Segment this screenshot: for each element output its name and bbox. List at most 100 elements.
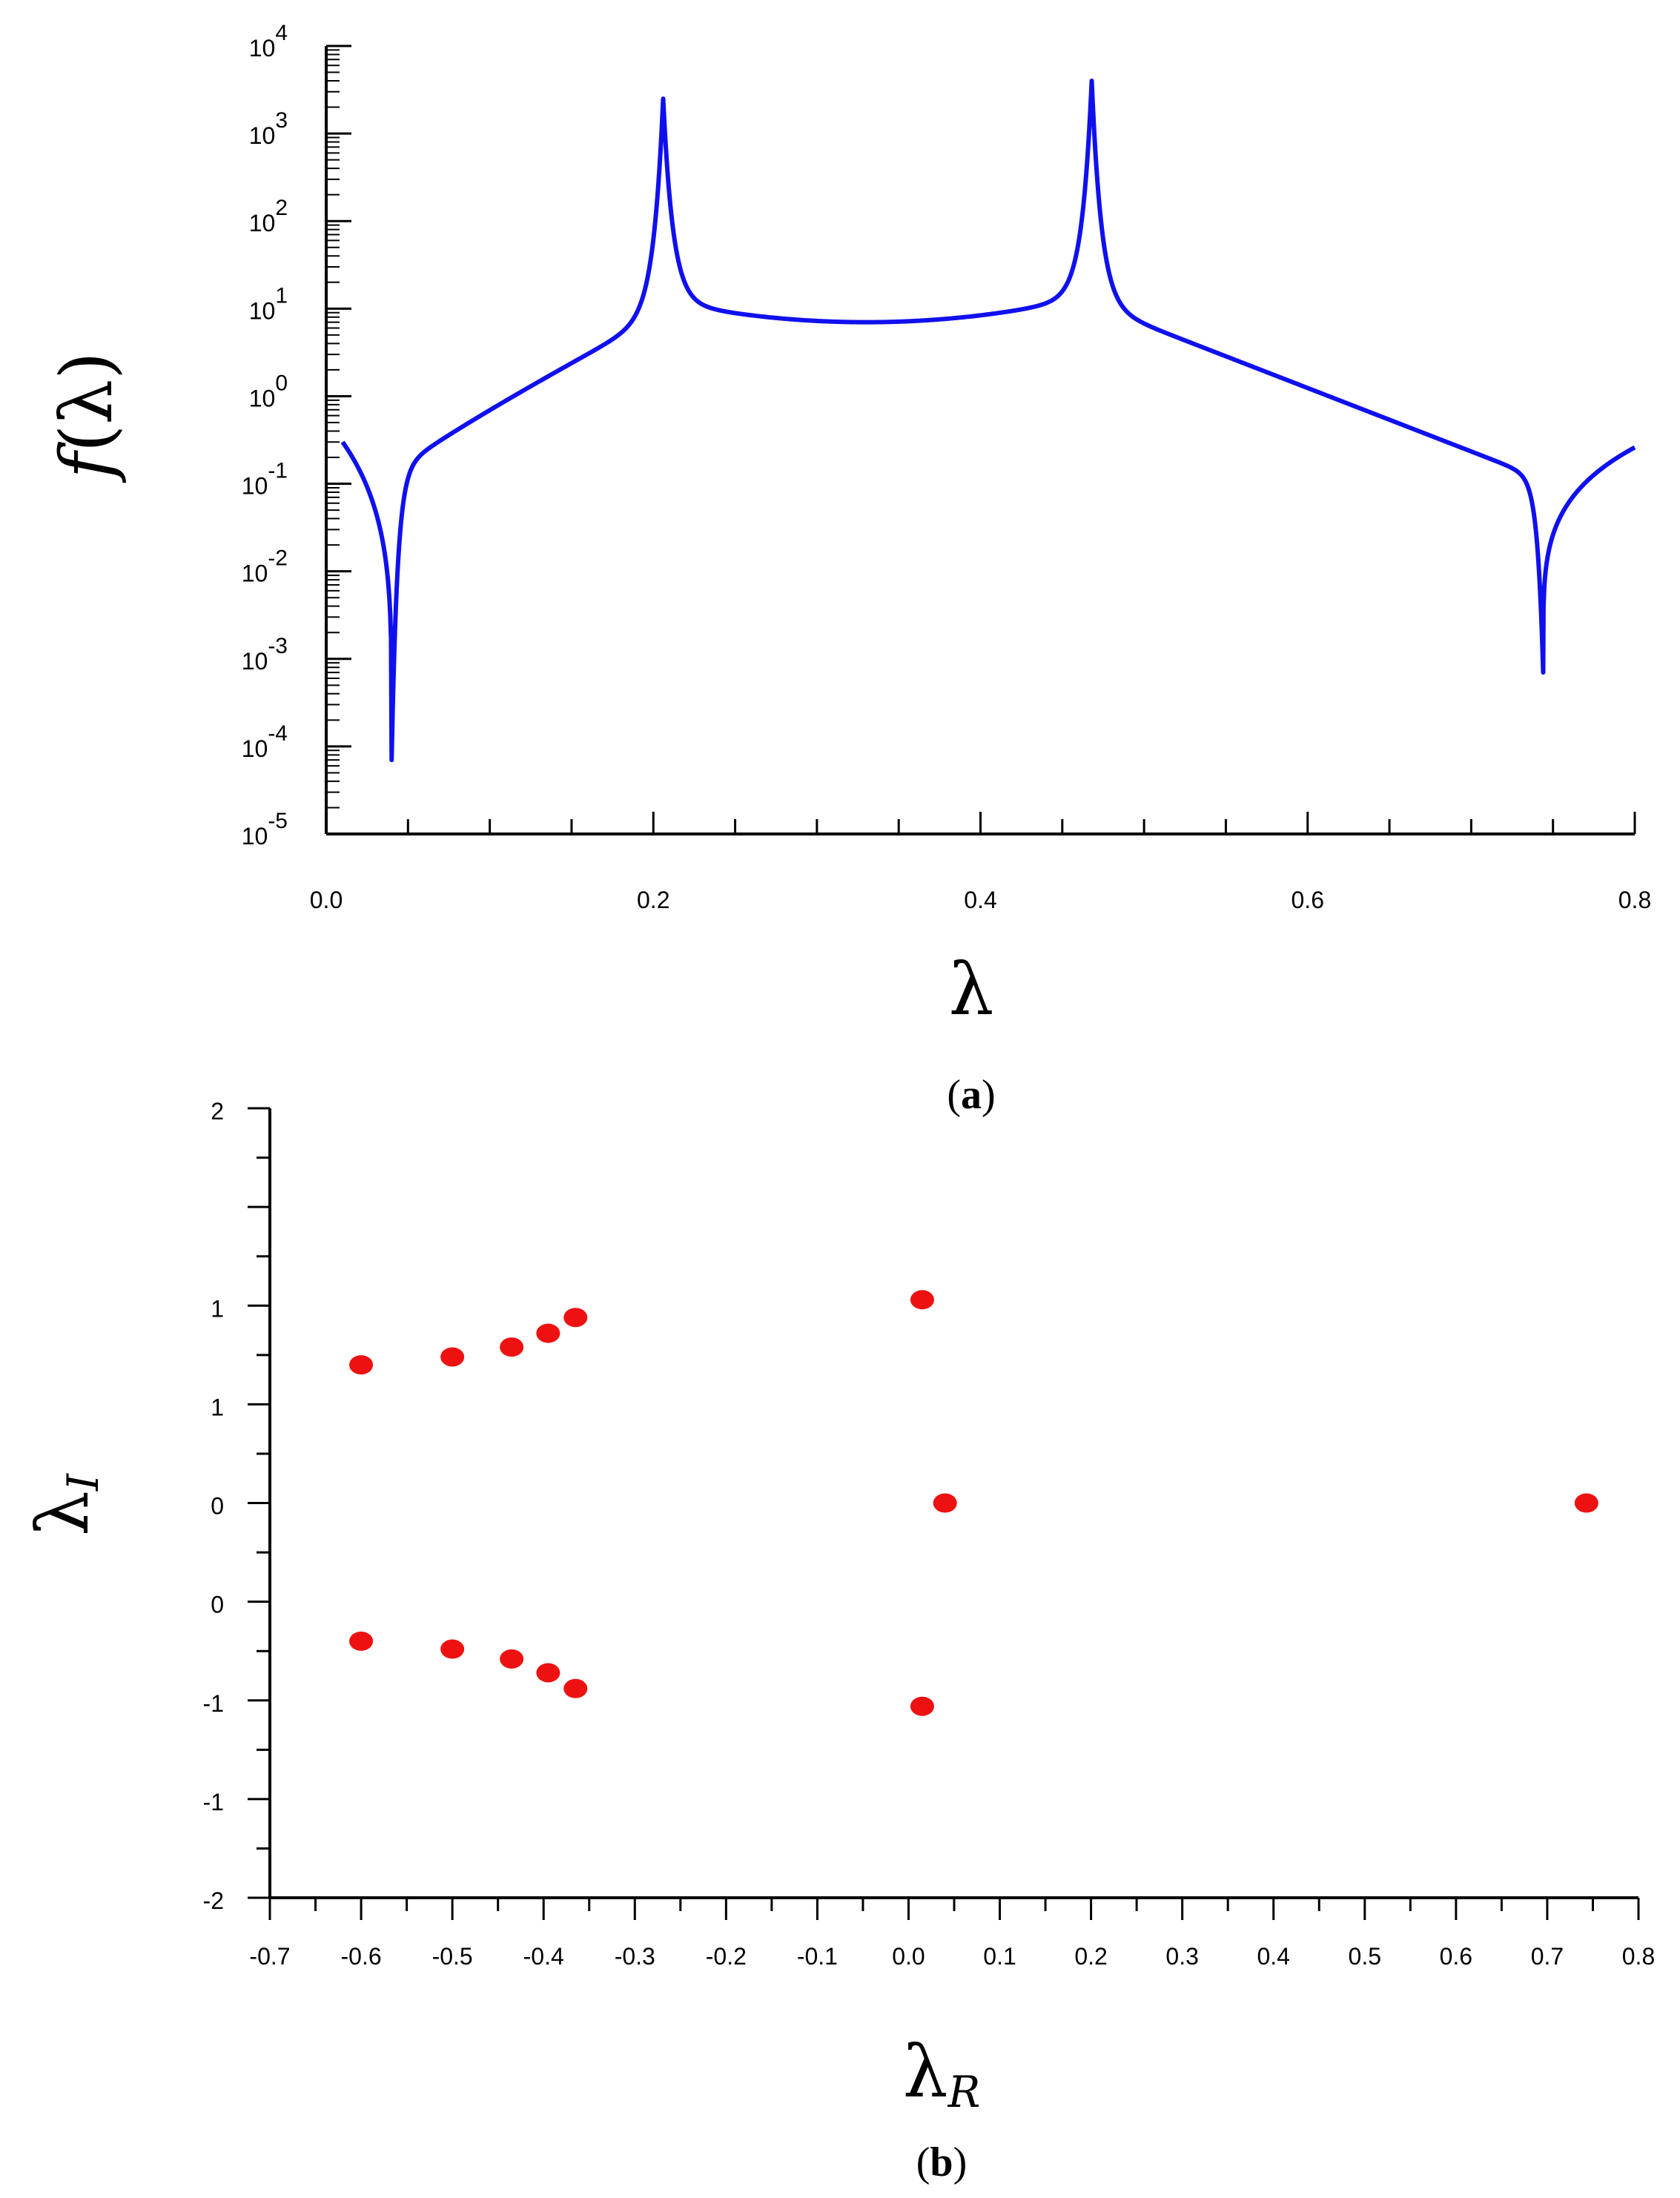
scatter-point [563, 1678, 588, 1698]
scatter-point [349, 1631, 374, 1651]
y-tick-label-exp: -2 [268, 546, 288, 571]
x-tick-label: 0.8 [1618, 887, 1651, 913]
scatter-point [500, 1649, 524, 1669]
y-tick-label: 103 [249, 108, 288, 149]
y-tick-label: 100 [249, 371, 288, 411]
y-tick-label-exp: -5 [268, 809, 288, 833]
y-tick-label-base: 10 [242, 823, 268, 850]
panel-b-label: b [930, 2139, 953, 2185]
panel-a-label: a [961, 1072, 982, 1118]
x-axis-title: λR [903, 2030, 981, 2117]
x-tick-label: 0.0 [892, 1943, 925, 1970]
scatter-point [440, 1639, 465, 1659]
scatter-point [910, 1290, 934, 1310]
y-tick-label: -1 [203, 1789, 224, 1815]
x-axis-title-main: λ [903, 2030, 948, 2113]
y-axis-title-open-paren: ( [45, 425, 128, 452]
y-tick-label-exp: 3 [275, 108, 288, 133]
y-axis-title: f(λ) [45, 351, 128, 483]
scatter-point [349, 1355, 374, 1375]
y-tick-label: 10-3 [242, 634, 288, 675]
y-tick-label: -1 [203, 1690, 224, 1717]
scatter-point [933, 1493, 957, 1513]
x-axis-ticks: 0.0 0.2 0.4 0.6 0.8 [310, 812, 1651, 913]
panel-b-caption: (b) [916, 2139, 967, 2185]
svg-text:λI: λI [22, 1473, 108, 1536]
x-tick-label: 0.1 [983, 1943, 1016, 1970]
x-tick-label: 0.4 [1257, 1943, 1289, 1970]
y-tick-label-base: 10 [249, 122, 276, 149]
y-tick-label-exp: 1 [275, 283, 288, 308]
y-tick-label-exp: 2 [275, 196, 288, 220]
y-tick-label-exp: 0 [275, 371, 288, 395]
y-axis-ticks: -2 -1 -1 0 0 1 1 2 [203, 1098, 270, 1914]
y-tick-label: 102 [249, 196, 288, 236]
y-tick-label-base: 10 [242, 560, 268, 587]
panel-a-caption: (a) [947, 1072, 995, 1118]
y-tick-label-base: 10 [242, 648, 268, 675]
y-tick-label: 104 [249, 21, 288, 62]
scatter-point [910, 1696, 934, 1716]
x-tick-label: -0.5 [432, 1943, 473, 1970]
y-tick-label: -2 [203, 1887, 224, 1914]
y-tick-label-base: 10 [249, 210, 276, 236]
x-tick-label: -0.6 [340, 1943, 381, 1970]
x-tick-label: 0.4 [964, 887, 996, 913]
x-tick-label: 0.2 [1074, 1943, 1107, 1970]
scatter-point [563, 1308, 588, 1328]
scatter-point [500, 1337, 524, 1357]
x-tick-label: 0.0 [310, 887, 343, 913]
x-tick-label: -0.3 [615, 1943, 655, 1970]
x-tick-label: 0.5 [1349, 1943, 1381, 1970]
x-tick-label: 0.2 [637, 887, 669, 913]
x-tick-label: -0.2 [706, 1943, 747, 1970]
y-tick-label: 0 [211, 1592, 224, 1618]
y-tick-label-exp: -3 [268, 634, 288, 658]
y-tick-label-exp: -1 [268, 459, 288, 483]
y-tick-label: 10-4 [242, 721, 288, 762]
y-tick-label: 0 [211, 1493, 224, 1520]
y-axis-title-arg: λ [45, 380, 128, 425]
x-tick-label: 0.8 [1622, 1943, 1655, 1970]
x-tick-label: 0.7 [1531, 1943, 1564, 1970]
x-tick-label: 0.3 [1165, 1943, 1198, 1970]
y-tick-label-exp: -4 [268, 721, 288, 746]
y-tick-label-base: 10 [242, 735, 268, 762]
y-tick-label-base: 10 [249, 35, 276, 62]
y-tick-label: 1 [211, 1295, 224, 1322]
x-axis-title: λ [949, 948, 994, 1031]
y-tick-label-base: 10 [242, 473, 268, 500]
y-axis-title-main: λ [22, 1491, 105, 1536]
x-tick-label: 0.6 [1292, 887, 1324, 913]
scatter-point [440, 1347, 465, 1367]
scatter-point [536, 1323, 560, 1343]
y-tick-label-base: 10 [249, 297, 276, 324]
x-tick-label: 0.6 [1440, 1943, 1472, 1970]
y-minor-ticks [326, 49, 340, 809]
y-axis-title-sub: I [58, 1473, 108, 1492]
y-tick-label: 10-5 [242, 809, 288, 850]
series-line [340, 79, 1636, 763]
y-axis-title-close-paren: ) [45, 351, 128, 379]
y-tick-label: 1 [211, 1394, 224, 1420]
x-tick-label: -0.7 [249, 1943, 290, 1970]
svg-text:f(λ): f(λ) [45, 351, 128, 483]
y-tick-label-exp: 4 [275, 21, 288, 45]
x-axis-ticks: -0.7 -0.6 -0.5 -0.4 -0.3 -0.2 -0.1 0.0 0.1 0.2 0.3… [249, 1898, 1655, 1970]
y-tick-label: 10-1 [242, 459, 288, 500]
y-tick-label: 101 [249, 283, 288, 324]
scatter-points [349, 1290, 1598, 1716]
y-tick-label: 2 [211, 1098, 224, 1125]
scatter-point [1574, 1493, 1598, 1513]
x-axis-title-sub: R [948, 2067, 981, 2117]
y-tick-label-base: 10 [249, 385, 276, 411]
x-tick-label: -0.1 [797, 1943, 838, 1970]
panel-b: -2 -1 -1 0 0 1 1 2 -0.7 -0.6 -0.5 -0.4 -0.3 -0.2 -0.1… [22, 1098, 1655, 2185]
x-tick-label: -0.4 [523, 1943, 564, 1970]
y-tick-label: 10-2 [242, 546, 288, 587]
scatter-point [536, 1663, 560, 1683]
y-axis-title: λI [22, 1473, 108, 1536]
